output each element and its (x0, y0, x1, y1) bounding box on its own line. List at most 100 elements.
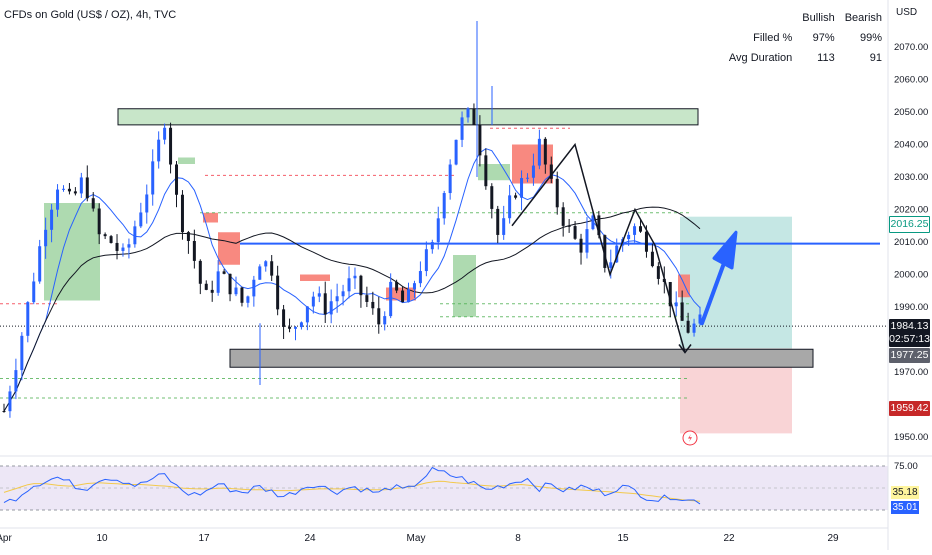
candle-body (79, 177, 83, 194)
candle-body (496, 208, 500, 235)
candle-body (133, 226, 137, 245)
candle-body (644, 231, 648, 252)
candle-body (103, 234, 107, 237)
candle-body (276, 275, 280, 310)
candle-body (430, 242, 434, 250)
candle-body (317, 293, 321, 297)
candle-body (67, 188, 71, 192)
candle-body (210, 289, 214, 293)
demand-zone (229, 348, 814, 368)
candle-body (680, 302, 684, 321)
candle-body (412, 283, 416, 290)
price-tick-label: 2020.00 (894, 205, 928, 216)
bearish-fvg-zone (203, 212, 218, 223)
candle-body (442, 193, 446, 219)
time-tick-label: May (407, 533, 426, 544)
candle-body (180, 194, 184, 233)
candle-body (561, 207, 565, 226)
fast-moving-average (3, 148, 701, 412)
candle-body (97, 208, 101, 235)
candle-body (305, 306, 309, 323)
bearish-fvg-zone (300, 274, 330, 281)
currency-unit: USD (896, 7, 918, 18)
candle-body (389, 281, 393, 317)
target-price-tag: 2016.25 (889, 216, 930, 233)
candle-body (347, 278, 351, 292)
candle-body (359, 275, 363, 296)
rsi-signal-line (3, 480, 701, 502)
candle-body (204, 283, 208, 290)
candle-body (270, 261, 274, 276)
candle-body (311, 296, 315, 307)
lightning-icon[interactable] (682, 430, 698, 446)
candle-body (288, 326, 292, 329)
candle-body (567, 225, 571, 227)
candle-body (246, 296, 250, 303)
bullish-fvg-zone (44, 203, 100, 301)
stats-header-bearish: Bearish (844, 12, 882, 24)
candle-body (365, 295, 369, 302)
candle-body (585, 229, 589, 253)
candle-body (329, 301, 333, 315)
candle-body (282, 309, 286, 327)
candle-body (115, 242, 119, 251)
candle-body (50, 209, 54, 230)
projection-arrow-shaft (700, 253, 729, 326)
candle-body (377, 308, 381, 325)
candle-body (240, 287, 244, 303)
candle-body (508, 195, 512, 219)
zigzag-arrow-head (678, 344, 692, 354)
candle-body (91, 198, 95, 209)
candle-body (537, 138, 541, 166)
stats-value: 91 (869, 52, 882, 64)
time-tick-label: 24 (304, 533, 316, 544)
candle-body (198, 260, 202, 284)
time-tick-label: 8 (515, 533, 521, 544)
candle-body (26, 302, 30, 336)
stats-header-bullish: Bullish (802, 12, 835, 24)
time-tick-label: 10 (96, 533, 108, 544)
candle-body (56, 189, 60, 210)
candle-body (139, 212, 143, 227)
price-tick-label: 2050.00 (894, 107, 928, 118)
candle-body (650, 251, 654, 267)
candle-body (323, 293, 327, 315)
stats-header-empty (719, 12, 792, 32)
candle-body (698, 314, 702, 324)
candle-body (299, 322, 303, 328)
candle-body (573, 226, 577, 239)
price-tick-label: 2000.00 (894, 270, 928, 281)
candle-body (407, 289, 411, 303)
candle-body (424, 249, 428, 272)
stats-row-label: Avg Duration (728, 52, 793, 64)
candle-body (543, 138, 547, 165)
candle-body (549, 164, 553, 179)
price-tick-label: 1950.00 (894, 432, 928, 443)
candle-body (8, 391, 12, 412)
candle-body (514, 195, 518, 198)
candle-body (109, 236, 113, 243)
bullish-fvg-zone (453, 255, 476, 317)
price-tick-label: 2060.00 (894, 75, 928, 86)
candle-body (216, 271, 220, 293)
rsi-tick-label: 75.00 (894, 461, 918, 472)
candle-body (615, 245, 619, 263)
candle-body (525, 177, 529, 179)
candle-body (169, 127, 173, 165)
supply-zone (117, 108, 699, 126)
candle-body (597, 215, 601, 236)
candle-body (686, 320, 690, 333)
candle-body (175, 164, 179, 195)
candle-body (520, 178, 524, 198)
candle-body (61, 188, 65, 190)
price-tick-label: 2010.00 (894, 237, 928, 248)
candle-body (127, 244, 131, 248)
stats-row-label: Filled % (753, 32, 793, 44)
candle-body (341, 291, 345, 297)
rsi-signal-tag: 35.18 (891, 486, 919, 499)
rsi-line (3, 466, 701, 505)
price-tick-label: 2030.00 (894, 172, 928, 183)
candle-body (383, 316, 387, 325)
stats-value: 99% (859, 32, 882, 44)
